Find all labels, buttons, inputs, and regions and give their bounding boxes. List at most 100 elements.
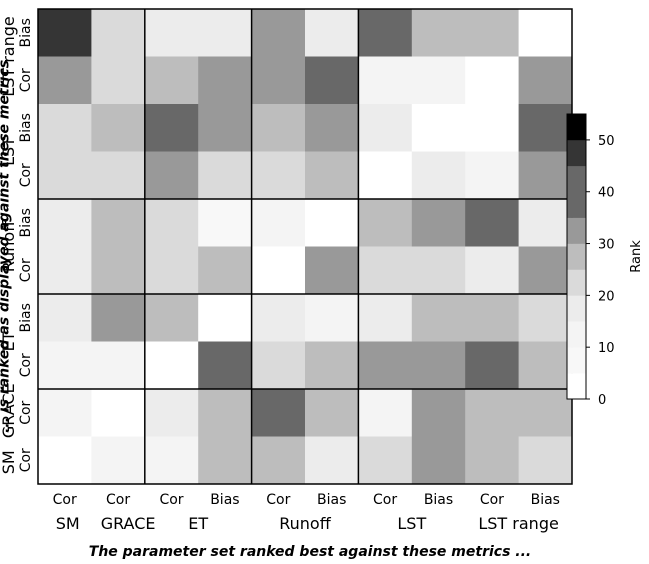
heatmap-cell-r0-c1	[91, 9, 146, 57]
x-axis-title: The parameter set ranked best against th…	[89, 544, 531, 560]
heatmap-cell-r0-c5	[305, 9, 359, 57]
y-group-label-grace: GRACE	[0, 383, 18, 438]
heatmap-cell-r0-c9	[518, 9, 573, 57]
y-tick-label-3: Cor	[18, 163, 34, 187]
heatmap-cell-r4-c7	[411, 199, 466, 247]
heatmap-cell-r9-c1	[91, 436, 146, 485]
heatmap-cell-r9-c3	[198, 436, 253, 485]
x-tick-label-6: Cor	[373, 492, 397, 508]
heatmap-cell-r8-c0	[38, 389, 92, 437]
colorbar-bin-8	[567, 139, 586, 167]
y-group-labels: LST range LST Runoff ET GRACE SM	[0, 16, 18, 474]
heatmap-cell-r7-c6	[358, 341, 413, 390]
heatmap-cell-r5-c4	[251, 246, 306, 295]
heatmap-cell-r1-c5	[305, 56, 359, 105]
heatmap-cell-r3-c1	[91, 151, 146, 200]
heatmap-cell-r5-c3	[198, 246, 253, 295]
colorbar-tick-label-5: 50	[598, 134, 615, 149]
heatmap-cell-r8-c7	[411, 389, 466, 437]
heatmap-cell-r6-c1	[91, 294, 146, 342]
heatmap-cell-r2-c6	[358, 104, 413, 152]
heatmap-cell-r6-c6	[358, 294, 413, 342]
heatmap-cell-r6-c9	[518, 294, 573, 342]
heatmap-cell-r4-c0	[38, 199, 92, 247]
heatmap-cell-r6-c3	[198, 294, 253, 342]
y-tick-label-4: Bias	[18, 208, 34, 237]
y-tick-label-9: Cor	[18, 448, 34, 472]
heatmap-cell-r3-c8	[465, 151, 520, 200]
heatmap-cell-r5-c5	[305, 246, 359, 295]
x-tick-label-2: Cor	[159, 492, 183, 508]
heatmap-cell-r8-c6	[358, 389, 413, 437]
y-tick-label-5: Cor	[18, 258, 34, 282]
heatmap-cells	[38, 9, 573, 485]
x-tick-label-3: Bias	[210, 492, 239, 508]
x-group-label-lst-range: LST range	[478, 514, 558, 533]
heatmap-cell-r8-c5	[305, 389, 359, 437]
heatmap-cell-r1-c9	[518, 56, 573, 105]
heatmap-cell-r4-c2	[144, 199, 199, 247]
heatmap-cell-r2-c3	[198, 104, 253, 152]
heatmap-cell-r3-c4	[251, 151, 306, 200]
y-tick-label-0: Bias	[18, 18, 34, 47]
heatmap-cell-r6-c2	[144, 294, 199, 342]
y-group-label-runoff: Runoff	[0, 220, 18, 272]
heatmap-cell-r3-c2	[144, 151, 199, 200]
colorbar-frame	[566, 113, 587, 400]
heatmap-cell-r8-c8	[465, 389, 520, 437]
x-group-label-sm: SM	[56, 514, 80, 533]
heatmap-cell-r4-c6	[358, 199, 413, 247]
heatmap-cell-r8-c1	[91, 389, 146, 437]
heatmap-cell-r0-c3	[198, 9, 253, 57]
heatmap-cell-r9-c6	[358, 436, 413, 485]
heatmap-cell-r2-c0	[38, 104, 92, 152]
x-tick-label-8: Cor	[480, 492, 504, 508]
colorbar-bin-9	[567, 114, 586, 141]
heatmap-cell-r2-c1	[91, 104, 146, 152]
colorbar-bin-0	[567, 373, 586, 400]
x-tick-label-5: Bias	[317, 492, 346, 508]
heatmap-cell-r9-c0	[38, 436, 92, 485]
x-tick-label-9: Bias	[531, 492, 560, 508]
x-group-label-lst: LST	[397, 514, 426, 533]
heatmap-cell-r1-c0	[38, 56, 92, 105]
colorbar-bin-1	[567, 347, 586, 374]
x-tick-label-4: Cor	[266, 492, 290, 508]
colorbar-bin-5	[567, 243, 586, 270]
heatmap-cell-r3-c0	[38, 151, 92, 200]
heatmap-cell-r7-c8	[465, 341, 520, 390]
colorbar-label: Rank	[629, 240, 644, 273]
heatmap-cell-r0-c2	[144, 9, 199, 57]
heatmap-cell-r8-c3	[198, 389, 253, 437]
heatmap-cell-r2-c7	[411, 104, 466, 152]
colorbar-bin-4	[567, 269, 586, 296]
heatmap-cell-r7-c4	[251, 341, 306, 390]
y-group-label-lst: LST	[0, 137, 18, 166]
colorbar-bin-7	[567, 165, 586, 218]
heatmap-cell-r1-c7	[411, 56, 466, 105]
heatmap-cell-r3-c3	[198, 151, 253, 200]
heatmap-cell-r5-c8	[465, 246, 520, 295]
heatmap-cell-r5-c9	[518, 246, 573, 295]
x-group-labels: SM GRACE ET Runoff LST LST range	[56, 514, 559, 533]
heatmap-cell-r7-c7	[411, 341, 466, 390]
y-tick-labels: Bias Cor Bias Cor Bias Cor Bias Cor Cor Cor	[18, 18, 34, 472]
heatmap-cell-r1-c8	[465, 56, 520, 105]
heatmap-cell-r7-c0	[38, 341, 92, 390]
y-tick-label-8: Cor	[18, 400, 34, 424]
heatmap-cell-r0-c0	[38, 9, 92, 57]
heatmap-cell-r5-c6	[358, 246, 413, 295]
heatmap-cell-r4-c4	[251, 199, 306, 247]
heatmap-cell-r3-c5	[305, 151, 359, 200]
heatmap-cell-r4-c3	[198, 199, 253, 247]
heatmap-cell-r2-c2	[144, 104, 199, 152]
colorbar-tick-label-3: 30	[598, 238, 615, 253]
x-tick-label-1: Cor	[106, 492, 130, 508]
y-tick-label-1: Cor	[18, 68, 34, 92]
heatmap-cell-r5-c7	[411, 246, 466, 295]
y-axis-title: ... is ranked as displayed against these…	[0, 60, 13, 433]
heatmap-cell-r9-c7	[411, 436, 466, 485]
y-group-label-lst-range: LST range	[0, 16, 18, 96]
heatmap-cell-r8-c4	[251, 389, 306, 437]
